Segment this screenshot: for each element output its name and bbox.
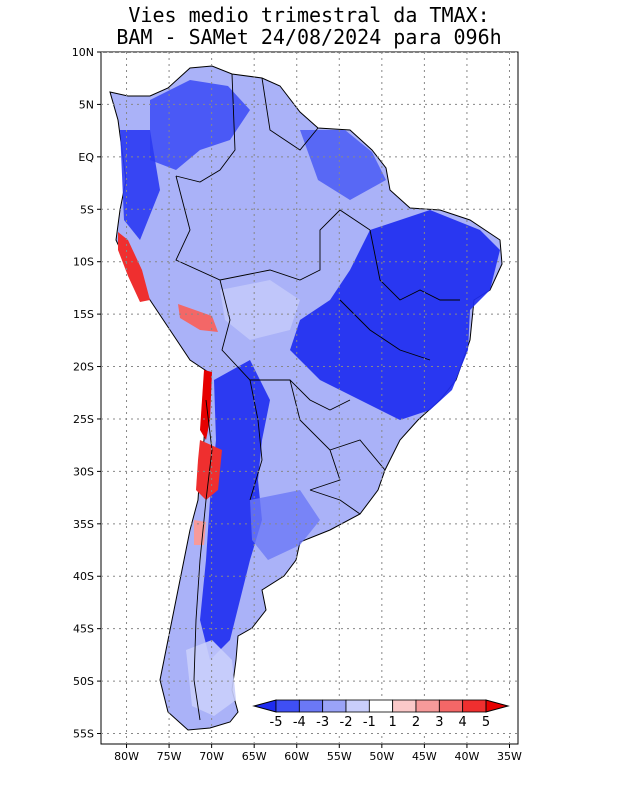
colorbar-swatch [415,699,440,713]
lon-tick-label: 35W [497,750,522,763]
strong-cold-bias-south [200,360,270,660]
lat-tick-label: 10S [73,256,94,269]
lon-tick-label: 40W [455,750,480,763]
moderate-cold-bias-pampa [250,490,320,560]
map-title-line1: Vies medio trimestral da TMAX: [128,3,490,27]
warm-bias-andes [178,304,218,332]
weak-bias-central [220,280,300,340]
strong-cold-bias-brazil [290,210,500,420]
lon-tick-label: 60W [284,750,309,763]
colorbar-swatch [275,699,300,713]
lon-tick-label: 75W [157,750,182,763]
country-borders [175,73,460,721]
lat-tick-label: 15S [73,308,94,321]
lat-tick-label: 35S [73,518,94,531]
lon-tick-label: 65W [242,750,267,763]
colorbar-swatch [462,699,487,713]
lat-tick-label: 5S [80,203,94,216]
colorbar-label: -4 [293,715,306,730]
colorbar-swatch [322,699,347,713]
warm-bias-peru [118,232,150,302]
weak-cold-bias-patagonia [186,640,236,716]
strong-cold-bias-guianas [300,130,386,200]
lat-tick-label: 30S [73,465,94,478]
colorbar-label: -5 [270,715,283,730]
colorbar-high-arrow [485,699,510,713]
strong-cold-bias-north [150,80,250,170]
colorbar-label: -3 [316,715,329,730]
lat-tick-label: 40S [73,570,94,583]
colorbar-label: -2 [340,715,353,730]
colorbar-swatch [368,699,394,713]
lat-tick-label: 50S [73,675,94,688]
map-gridlines [101,52,518,744]
colorbar-swatch [438,699,464,713]
latitude-labels: 10N 5N EQ 5S 10S 15S 20S 25S 30S 35S 40S 45S 50S 55S [72,46,101,741]
lat-tick-label: 10N [72,46,94,59]
longitude-labels: 80W 75W 70W 65W 60W 55W 50W 45W 40W 35W [114,744,522,763]
lat-tick-label: 25S [73,413,94,426]
colorbar-label: 5 [482,715,490,730]
lon-tick-label: 70W [199,750,224,763]
colorbar-swatch [298,699,324,713]
lat-tick-label: 45S [73,623,94,636]
warm-bias-chile-central [196,440,222,500]
colorbar-label: 4 [459,715,467,730]
colorbar-label: 1 [389,715,397,730]
lat-tick-label: EQ [78,151,94,164]
colorbar-label: 3 [435,715,443,730]
lon-tick-label: 50W [369,750,394,763]
lat-tick-label: 20S [73,361,94,374]
lon-tick-label: 45W [412,750,437,763]
lat-tick-label: 5N [79,98,94,111]
colorbar-label: 2 [412,715,420,730]
colorbar-swatch [345,699,370,713]
lon-tick-label: 55W [327,750,352,763]
map-title-line2: BAM - SAMet 24/08/2024 para 096h [116,25,502,49]
lon-tick-label: 80W [114,750,139,763]
colorbar: -5 -4 -3 -2 -1 1 2 3 4 5 [250,696,512,732]
colorbar-label: -1 [363,715,376,730]
lat-tick-label: 55S [73,728,94,741]
colorbar-swatch [392,699,417,713]
strong-cold-bias-coast [120,130,160,240]
